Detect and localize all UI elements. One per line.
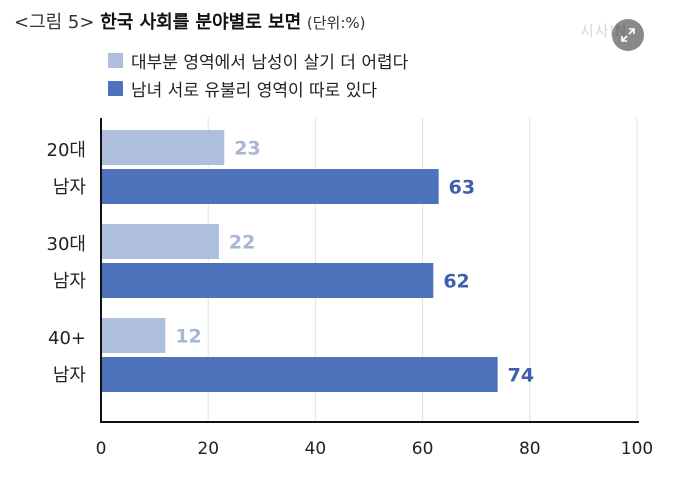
data-label: 23 <box>234 138 260 160</box>
figure-number: <그림 5> <box>14 12 95 33</box>
bar-series2-group2 <box>101 263 434 298</box>
category-label: 남자 <box>53 177 87 198</box>
legend-swatch-series1 <box>108 52 123 68</box>
x-tick-label: 80 <box>519 439 541 459</box>
bar-series2-group3 <box>101 357 498 392</box>
legend: 대부분 영역에서 남성이 살기 더 어렵다 남녀 서로 유불리 영역이 따로 있… <box>108 46 408 102</box>
bar-series2-group1 <box>101 169 439 204</box>
legend-label-series2: 남녀 서로 유불리 영역이 따로 있다 <box>131 80 377 101</box>
data-label: 12 <box>175 326 201 348</box>
category-label: 40+ <box>48 328 86 349</box>
category-label: 20대 <box>47 140 86 161</box>
chart-title: <그림 5> 한국 사회를 분야별로 보면 (단위:%) <box>14 8 366 34</box>
legend-item-series2: 남녀 서로 유불리 영역이 따로 있다 <box>108 74 408 102</box>
category-label: 남자 <box>53 271 87 292</box>
data-label: 74 <box>508 365 534 387</box>
expand-button[interactable] <box>612 19 644 51</box>
expand-icon <box>621 28 635 42</box>
bar-series1-group3 <box>101 318 166 353</box>
data-label: 63 <box>449 177 475 199</box>
x-tick-label: 20 <box>197 439 219 459</box>
bar-series1-group1 <box>101 130 225 165</box>
legend-item-series1: 대부분 영역에서 남성이 살기 더 어렵다 <box>108 46 408 74</box>
x-tick-label: 100 <box>621 439 653 459</box>
data-label: 62 <box>443 271 469 293</box>
bar-series1-group2 <box>101 224 219 259</box>
x-tick-label: 0 <box>96 439 107 459</box>
x-tick-label: 40 <box>305 439 327 459</box>
category-label: 30대 <box>47 234 86 255</box>
title-unit: (단위:%) <box>306 14 366 32</box>
category-label: 남자 <box>53 365 87 386</box>
legend-swatch-series2 <box>108 80 123 96</box>
title-main: 한국 사회를 분야별로 보면 <box>100 12 302 33</box>
x-tick-label: 60 <box>412 439 434 459</box>
data-label: 22 <box>229 232 255 254</box>
legend-label-series1: 대부분 영역에서 남성이 살기 더 어렵다 <box>131 52 409 73</box>
